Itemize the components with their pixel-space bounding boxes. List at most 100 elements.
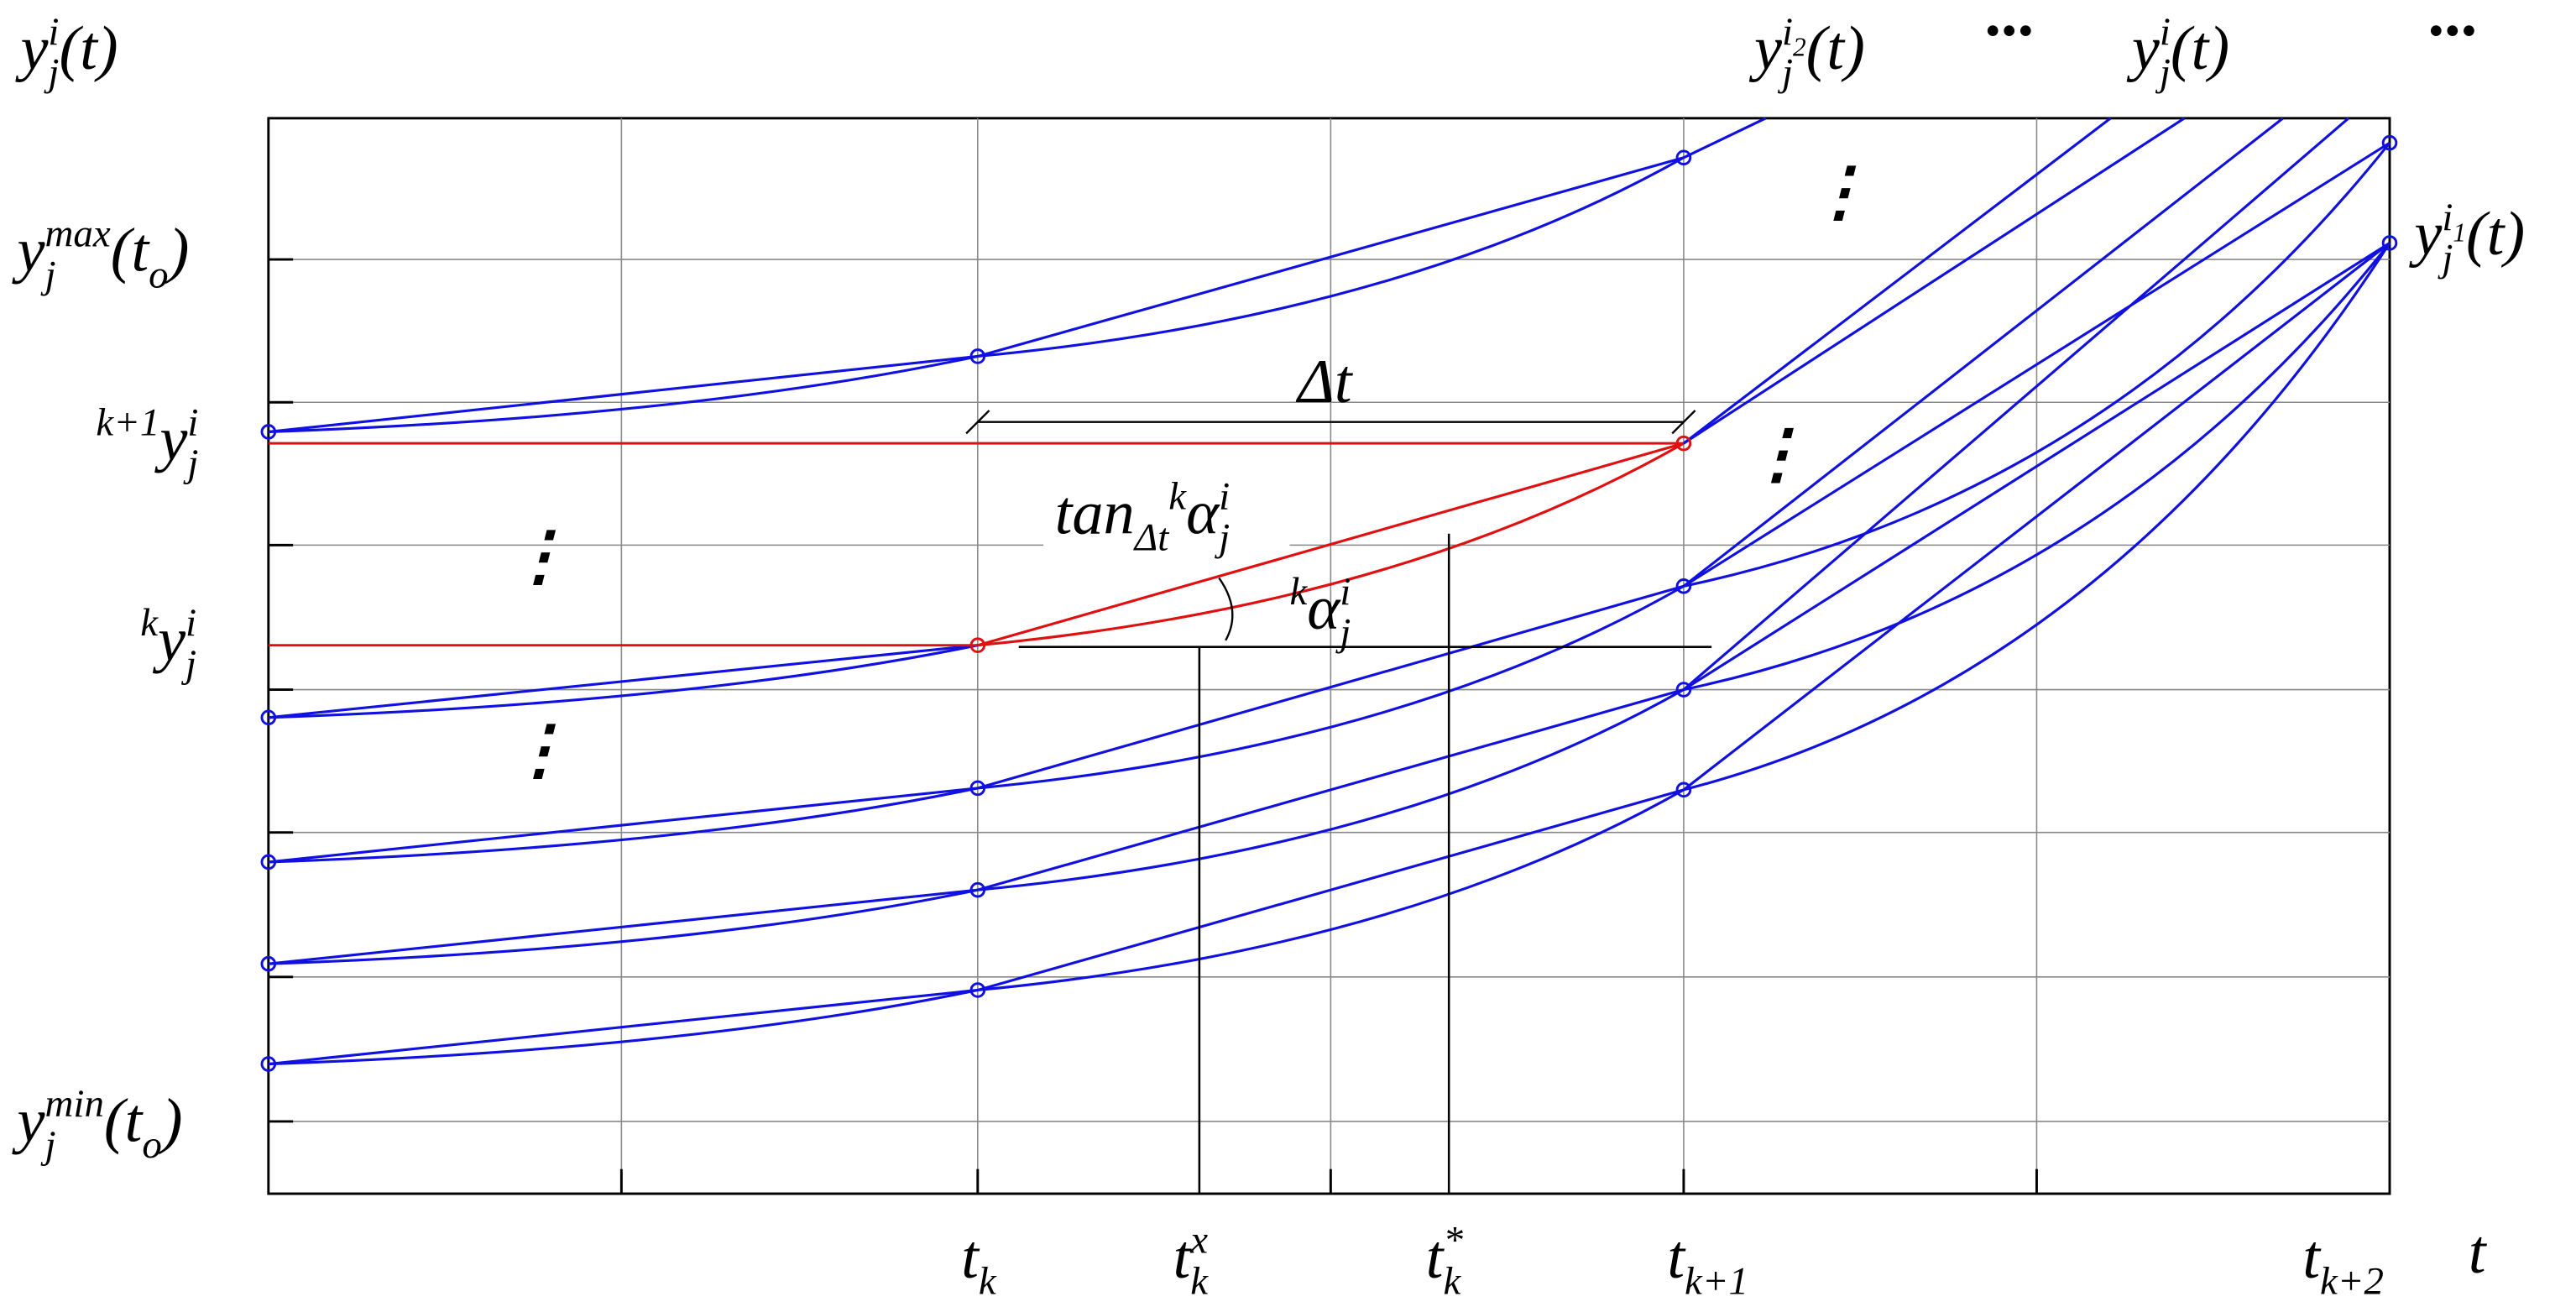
node xyxy=(260,854,277,870)
label-vdots: ⋮ xyxy=(1807,154,1873,227)
label-base: y xyxy=(12,217,46,285)
chord xyxy=(977,688,1685,891)
label-sup: i xyxy=(185,601,196,645)
label-base: (t xyxy=(104,1086,144,1155)
node xyxy=(1675,435,1692,452)
label-base: ) xyxy=(165,217,190,285)
label-sup: i xyxy=(1340,570,1351,614)
chord xyxy=(268,787,978,864)
chord xyxy=(268,988,978,1066)
label-sup: k xyxy=(1289,570,1308,614)
label-dots: ··· xyxy=(2427,0,2477,67)
label-supsub: 1 xyxy=(2453,218,2466,248)
label-vdots: ⋮ xyxy=(506,713,572,786)
label-sup: i xyxy=(1782,10,1793,54)
chord xyxy=(1683,242,2391,691)
plot-frame xyxy=(267,117,2391,1195)
node xyxy=(969,982,986,998)
label-base: t xyxy=(1667,1223,1686,1292)
curve xyxy=(268,888,979,965)
label-vdots: ⋮ xyxy=(506,520,572,593)
label-base: y xyxy=(2126,14,2161,83)
angle-arc xyxy=(1218,577,1234,641)
label-sub: k+1 xyxy=(1685,1259,1748,1303)
curve xyxy=(268,354,979,433)
label-base: (t) xyxy=(1806,14,1865,83)
node xyxy=(969,780,986,797)
node xyxy=(1675,782,1692,798)
label-sup: i xyxy=(1219,474,1230,518)
label-base: y xyxy=(1748,14,1783,83)
label-base: t xyxy=(2469,1218,2488,1287)
curve xyxy=(1683,142,2391,588)
label-base: (t) xyxy=(2466,200,2525,269)
label-sub: k+2 xyxy=(2320,1259,2384,1303)
label-dots: ··· xyxy=(1984,0,2034,67)
label-base: Δt xyxy=(1295,348,1354,416)
label-base: t xyxy=(1426,1223,1445,1292)
node xyxy=(969,348,986,364)
chord xyxy=(1683,141,2391,588)
chord xyxy=(1682,242,2391,792)
label-base: t xyxy=(2302,1223,2322,1292)
node xyxy=(2381,235,2398,251)
node xyxy=(1675,149,1692,166)
node xyxy=(260,955,277,972)
label-sub: Δt xyxy=(1133,515,1170,559)
curve xyxy=(1683,242,2391,692)
chord xyxy=(977,156,1685,358)
curve xyxy=(268,988,979,1066)
label-vdots: ⋮ xyxy=(1744,417,1810,490)
label-base: (t xyxy=(111,217,151,285)
curve xyxy=(268,787,979,864)
node xyxy=(260,1056,277,1072)
node xyxy=(1675,682,1692,698)
node xyxy=(1675,578,1692,594)
label-sup: i xyxy=(187,400,198,444)
curve xyxy=(1683,117,1767,159)
node xyxy=(969,637,986,654)
curve xyxy=(977,788,1685,992)
curve xyxy=(977,442,1685,647)
label-base: t xyxy=(961,1223,980,1292)
label-sup: k+1 xyxy=(96,400,159,444)
label-base: t xyxy=(1173,1223,1193,1292)
label-base: (t) xyxy=(59,14,118,83)
label-sub: k xyxy=(1190,1259,1209,1303)
curve xyxy=(1683,242,2391,792)
label-base: y xyxy=(2408,200,2443,269)
label-sup: i xyxy=(48,10,59,54)
chord xyxy=(268,644,978,719)
label-sup: x xyxy=(1189,1218,1208,1262)
label-sup: k xyxy=(1168,474,1187,518)
label-sup: i xyxy=(2442,196,2453,239)
curve xyxy=(977,688,1685,891)
label-sup: * xyxy=(1443,1218,1463,1262)
label-base: y xyxy=(12,1086,46,1155)
label-sup: k xyxy=(140,601,159,645)
label-sup: min xyxy=(45,1082,104,1126)
label-sup: max xyxy=(45,212,111,255)
chord xyxy=(977,788,1685,991)
node xyxy=(260,424,277,440)
label-base: y xyxy=(152,605,186,674)
label-base: y xyxy=(154,405,188,474)
label-base: α xyxy=(1186,479,1220,548)
bracket-tick xyxy=(1671,410,1696,435)
label-base: y xyxy=(14,14,49,83)
label-sub: k xyxy=(979,1259,997,1303)
curve xyxy=(1682,117,2284,588)
label-sup: i xyxy=(2160,10,2171,54)
curve xyxy=(977,584,1685,790)
chord xyxy=(268,354,978,433)
chord xyxy=(977,584,1685,790)
label-base: α xyxy=(1307,574,1341,643)
curve xyxy=(268,644,979,719)
label-sub: k xyxy=(1443,1259,1461,1303)
node xyxy=(969,881,986,898)
bracket-tick xyxy=(965,410,990,435)
label-sub: o xyxy=(149,253,168,296)
curve xyxy=(1682,117,2350,691)
